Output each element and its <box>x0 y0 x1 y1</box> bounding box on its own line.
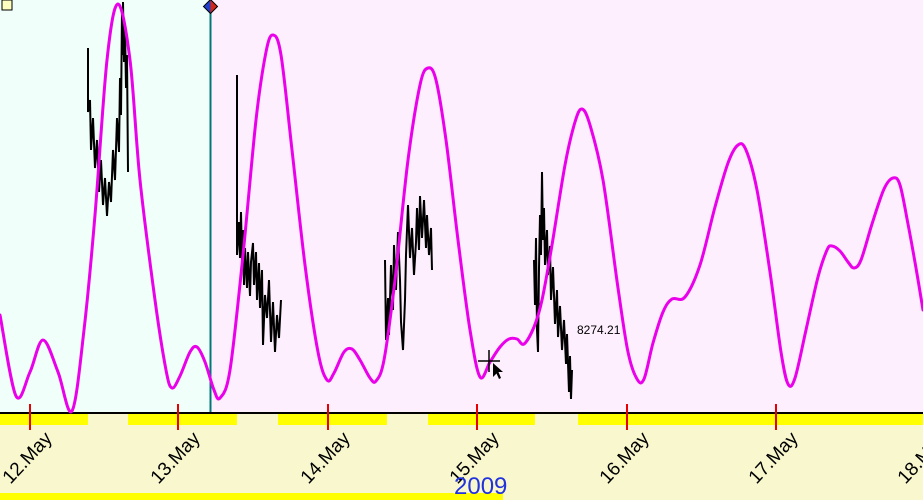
x-axis-line <box>0 412 923 414</box>
session-yellow-band <box>0 414 923 425</box>
bottom-yellow-strip <box>0 493 503 500</box>
mouse-arrow-icon <box>493 363 503 379</box>
projection-wave-series <box>0 2 923 414</box>
corner-handle-square[interactable] <box>1 0 13 11</box>
timeline-background <box>0 414 923 500</box>
date-tick-marks <box>29 404 777 430</box>
divider-diamond-marker[interactable] <box>202 0 219 15</box>
crosshair-cursor <box>478 350 503 379</box>
